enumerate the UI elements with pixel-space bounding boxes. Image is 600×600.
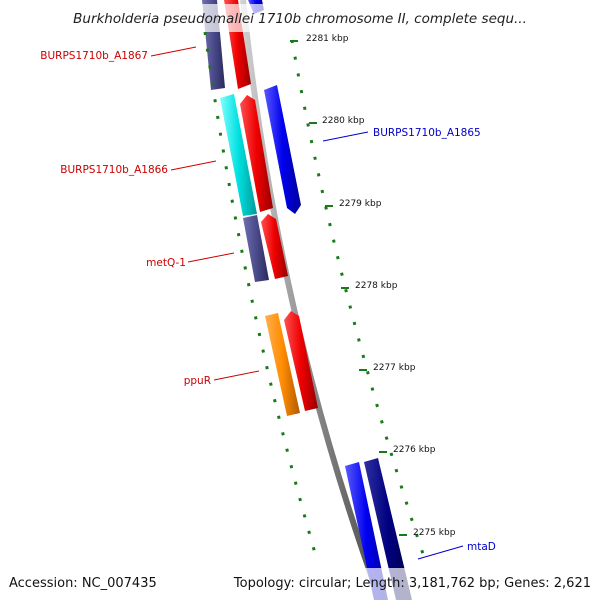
gene-cds-ppur-orange xyxy=(265,313,300,416)
chromosome-backbone xyxy=(240,0,383,600)
gene-label-burps1710b-a1865[interactable]: BURPS1710b_A1865 xyxy=(373,127,481,139)
gene-label-ppur[interactable]: ppuR xyxy=(184,375,211,387)
gene-cds-mtad-2 xyxy=(364,458,412,600)
scale-label-2278: 2278 kbp xyxy=(355,281,398,291)
leader-burps1710b-a1867 xyxy=(150,46,197,57)
tick-track-outer xyxy=(290,39,427,561)
gene-cds-burps1710b-a1866-cyan xyxy=(220,94,257,216)
gene-label-burps1710b-a1866[interactable]: BURPS1710b_A1866 xyxy=(60,164,168,176)
scale-label-2281: 2281 kbp xyxy=(306,34,349,44)
tick-track-inner xyxy=(203,31,319,561)
scale-label-2277: 2277 kbp xyxy=(373,363,416,373)
leader-mtad xyxy=(417,545,464,560)
gene-cds-metq-1-red xyxy=(261,214,288,279)
leader-lines xyxy=(150,46,464,560)
scale-label-2276: 2276 kbp xyxy=(393,445,436,455)
gene-cds-burps1710b-a1866-red xyxy=(240,95,273,212)
gene-label-mtad[interactable]: mtaD xyxy=(467,541,496,553)
gene-cds-ppur-red xyxy=(284,311,318,411)
scale-label-2279: 2279 kbp xyxy=(339,199,382,209)
footer-backdrop xyxy=(0,568,600,600)
leader-burps1710b-a1866 xyxy=(170,160,217,171)
gene-cds-metq-1-purple xyxy=(243,215,269,282)
gene-label-burps1710b-a1867[interactable]: BURPS1710b_A1867 xyxy=(40,50,148,62)
leader-burps1710b-a1865 xyxy=(322,131,369,142)
leader-metq-1 xyxy=(187,252,235,263)
map-title: Burkholderia pseudomallei 1710b chromoso… xyxy=(73,11,527,27)
leader-ppur xyxy=(213,370,260,381)
genome-summary-text: Topology: circular; Length: 3,181,762 bp… xyxy=(233,576,591,591)
gene-cds-burps1710b-a1865 xyxy=(264,85,301,214)
title-backdrop xyxy=(60,4,540,32)
gene-label-metq-1[interactable]: metQ-1 xyxy=(146,257,186,269)
scale-label-2275: 2275 kbp xyxy=(413,528,456,538)
accession-text: Accession: NC_007435 xyxy=(9,576,157,591)
gene-cds-mtad-1 xyxy=(345,462,388,600)
scale-label-2280: 2280 kbp xyxy=(322,116,365,126)
scale-ticks xyxy=(290,40,407,536)
